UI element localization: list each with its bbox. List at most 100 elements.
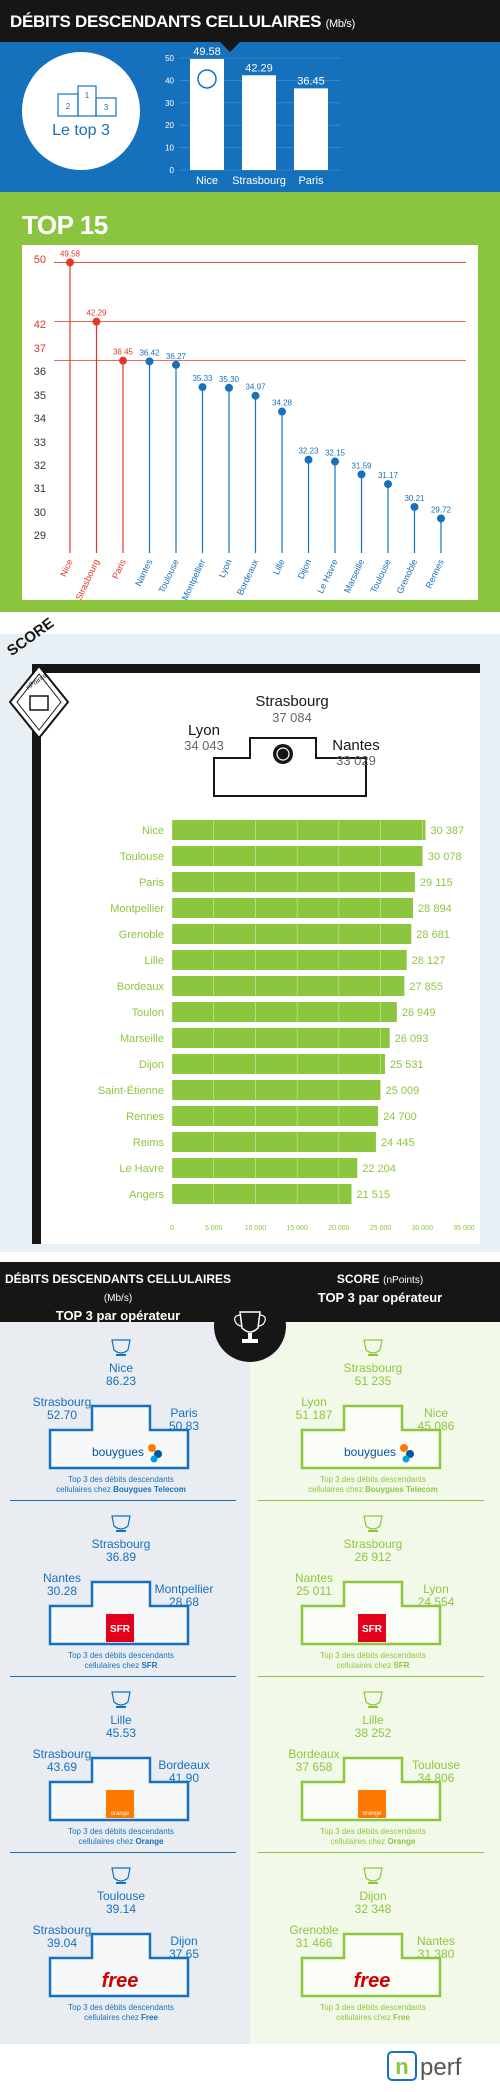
first-city: Strasbourg [344,1361,403,1375]
trophy-icon [363,1339,383,1354]
trophy-icon [111,1867,131,1882]
bouygues-logo-dot [150,1455,158,1463]
data-label: 30.21 [404,494,425,503]
bar [190,58,224,171]
sfr-logo-text: SFR [362,1624,383,1635]
category-label: Nice [142,825,164,837]
data-label: 49.58 [60,249,81,258]
category-label: Rennes [126,1111,164,1123]
third-value: 37.65 [169,1947,199,1961]
second-value: 37 658 [296,1760,333,1774]
podium-outline [48,1932,190,1998]
second-value: 31 466 [296,1936,333,1950]
data-label: 28 681 [416,929,450,941]
top15-title: TOP 15 [22,210,108,240]
second-value: 30.28 [47,1584,77,1598]
third-value: 45 086 [418,1419,455,1433]
category-label: Grenoble [395,558,420,596]
operators-header-right: SCORE (nPoints) TOP 3 par opérateur [317,1272,443,1305]
first-city: Strasbourg [92,1537,151,1551]
category-label: Le Havre [315,558,340,595]
orange-logo [106,1790,134,1818]
score-frame-left [32,664,41,1244]
data-label: 36.42 [139,348,160,357]
category-label: Toulouse [120,851,164,863]
caption-line1: Top 3 des débits descendants [68,1475,174,1484]
bar [172,1080,381,1100]
ytick-label: 36 [34,366,46,378]
top3-bar-chart: 0 10 20 30 40 50 49.58 Nice 42.29 Strasbourg 36.45… [165,46,340,187]
row-separator [258,1676,484,1677]
data-label: 31.17 [378,471,399,480]
orange-logo-text: orange [363,1811,382,1817]
third-value: 28.68 [169,1595,199,1609]
section-gap [0,612,500,634]
podium-outline [48,1404,190,1470]
trophy-icon [111,1691,131,1706]
category-label: Nice [58,558,75,579]
svg-text:1: 1 [85,91,90,100]
second-value: 51 187 [296,1408,333,1422]
bouygues-logo: bouygues [344,1445,396,1459]
score-second-value: 34 043 [184,738,224,753]
row-separator [258,1500,484,1501]
row-separator [10,1500,236,1501]
point [172,360,180,369]
trophy-badge [214,1290,286,1362]
point [251,391,260,400]
data-label: 28 127 [412,955,446,967]
point [331,457,339,466]
ytick-label: 37 [34,343,46,355]
point [198,383,207,392]
point [145,357,154,366]
point [304,455,313,464]
trophy-icon [111,1339,131,1354]
third-value: 41.90 [169,1771,199,1785]
xtick-label: 20 000 [328,1225,350,1232]
row-separator [258,1852,484,1853]
caption-line2: cellulaires chez Bouygues Telecom [56,1485,186,1494]
category-label: Strasbourg [74,558,102,600]
caption-line1: Top 3 des débits descendants [320,1475,426,1484]
data-label: 32.15 [325,449,346,458]
data-label: 32.23 [298,447,319,456]
row-separator [10,1852,236,1853]
category-label: Paris [110,557,128,580]
third-value: 34 806 [418,1771,455,1785]
score-second-city: Lyon [188,722,220,739]
category-label: Bordeaux [117,981,165,993]
ytick-label: 40 [165,76,174,85]
data-label: 29.72 [431,505,452,514]
category-label: Reims [133,1137,165,1149]
xtick-label: 5 000 [205,1225,223,1232]
sfr-logo [358,1614,386,1642]
first-value: 45.53 [106,1726,136,1740]
second-city: Strasbourg [33,1395,92,1409]
category-label: Lille [271,558,287,577]
category-label: Toulouse [157,558,181,595]
third-city: Paris [170,1406,197,1420]
point [437,514,445,523]
category-label: Paris [298,175,324,187]
data-label: 35.33 [192,374,213,383]
bar [172,1184,352,1204]
svg-text:3: 3 [104,103,109,112]
caption-line2: cellulaires chez Bouygues Telecom [308,1485,438,1494]
bar [172,1028,390,1048]
category-label: Toulouse [369,558,393,595]
category-label: Dijon [139,1059,164,1071]
point [92,317,101,326]
third-city: Dijon [170,1934,197,1948]
xtick-label: 15 000 [286,1225,308,1232]
score-podium: Strasbourg 37 084 Lyon 34 043 Nantes 33 … [184,693,380,797]
bouygues-logo-dot [154,1450,162,1458]
second-city: Lyon [301,1395,327,1409]
top15-lollipop-chart: 29 30 31 32 33 34 35 36 37 42 50 49.58 Nice 42.29 Stra… [34,249,466,600]
bar [172,1054,386,1074]
bouygues-logo-dot [148,1444,156,1452]
category-label: Angers [129,1189,164,1201]
podium-outline [300,1580,442,1646]
bar [172,898,414,918]
